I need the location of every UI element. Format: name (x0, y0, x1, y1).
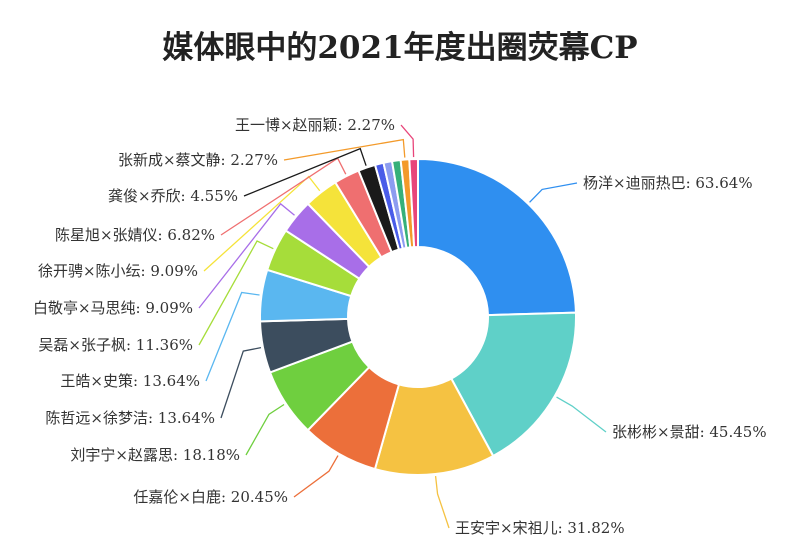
donut-slice[interactable] (417, 157, 577, 317)
slice-label: 陈星旭×张婧仪: 6.82% (55, 226, 215, 244)
leader-line (283, 138, 406, 161)
leader-line (556, 396, 607, 433)
slice-label: 张彬彬×景甜: 45.45% (612, 423, 767, 441)
chart-title: 媒体眼中的2021年度出圈荧幕CP (162, 30, 638, 66)
donut-slice[interactable] (449, 311, 577, 458)
leader-line (434, 475, 450, 529)
slice-label: 白敬亭×马思纯: 9.09% (33, 299, 193, 317)
slice-label: 徐开骋×陈小纭: 9.09% (38, 262, 198, 280)
leader-line (220, 347, 262, 419)
leader-line (400, 124, 415, 158)
slice-label: 王一博×赵丽颖: 2.27% (235, 116, 395, 134)
donut-slice[interactable] (408, 157, 419, 249)
leader-line (529, 182, 578, 203)
slice-label: 王皓×史策: 13.64% (60, 372, 200, 390)
leader-line (245, 403, 285, 456)
leader-line (243, 147, 367, 197)
slice-label: 吴磊×张子枫: 11.36% (38, 336, 193, 354)
slice-label: 任嘉伦×白鹿: 20.45% (133, 488, 288, 506)
slice-label: 龚俊×乔欣: 4.55% (108, 187, 238, 205)
slice-label: 杨洋×迪丽热巴: 63.64% (583, 174, 753, 192)
slice-label: 陈哲远×徐梦洁: 13.64% (45, 409, 215, 427)
slice-label: 张新成×蔡文静: 2.27% (118, 151, 278, 169)
leader-line (198, 240, 274, 346)
leader-line (293, 455, 339, 498)
slice-label: 王安宇×宋祖儿: 31.82% (455, 519, 625, 537)
leader-line (205, 291, 260, 382)
slice-label: 刘宇宁×赵露思: 18.18% (70, 446, 240, 464)
leader-line (198, 202, 295, 309)
